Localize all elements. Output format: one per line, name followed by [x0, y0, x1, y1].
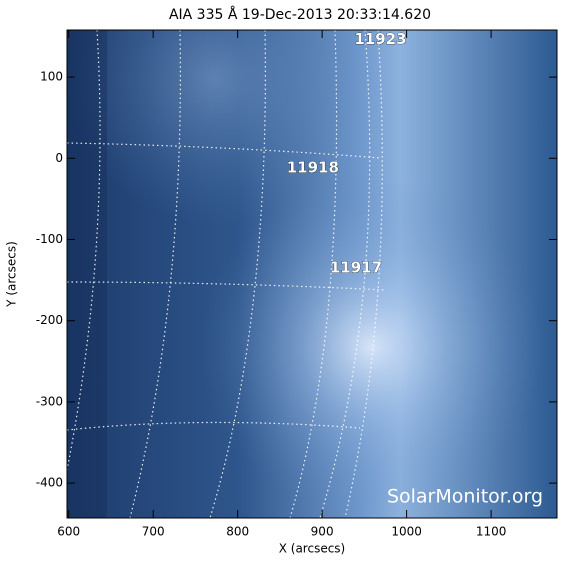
y-tick-label: -300 [36, 394, 63, 408]
watermark: SolarMonitor.org [387, 486, 543, 508]
region-label: 11923 [354, 30, 406, 48]
x-tick-label: 800 [226, 525, 249, 539]
region-label: 11918 [287, 159, 339, 177]
x-tick-label: 600 [57, 525, 80, 539]
y-axis-label: Y (arcsecs) [5, 241, 19, 308]
x-tick-label: 1000 [391, 525, 422, 539]
plot-frame [66, 29, 558, 519]
region-label: 11917 [330, 258, 382, 276]
x-tick-label: 900 [311, 525, 334, 539]
y-tick-label: 100 [40, 70, 63, 84]
solar-image [67, 30, 557, 518]
x-tick-label: 1100 [476, 525, 507, 539]
y-tick-label: 0 [55, 151, 63, 165]
heliographic-grid [66, 29, 386, 519]
chart-title: AIA 335 Å 19-Dec-2013 20:33:14.620 [169, 6, 431, 23]
y-tick-label: -100 [36, 232, 63, 246]
y-tick-label: -200 [36, 313, 63, 327]
x-tick-label: 700 [142, 525, 165, 539]
y-tick-label: -400 [36, 476, 63, 490]
x-axis-label: X (arcsecs) [279, 542, 346, 556]
